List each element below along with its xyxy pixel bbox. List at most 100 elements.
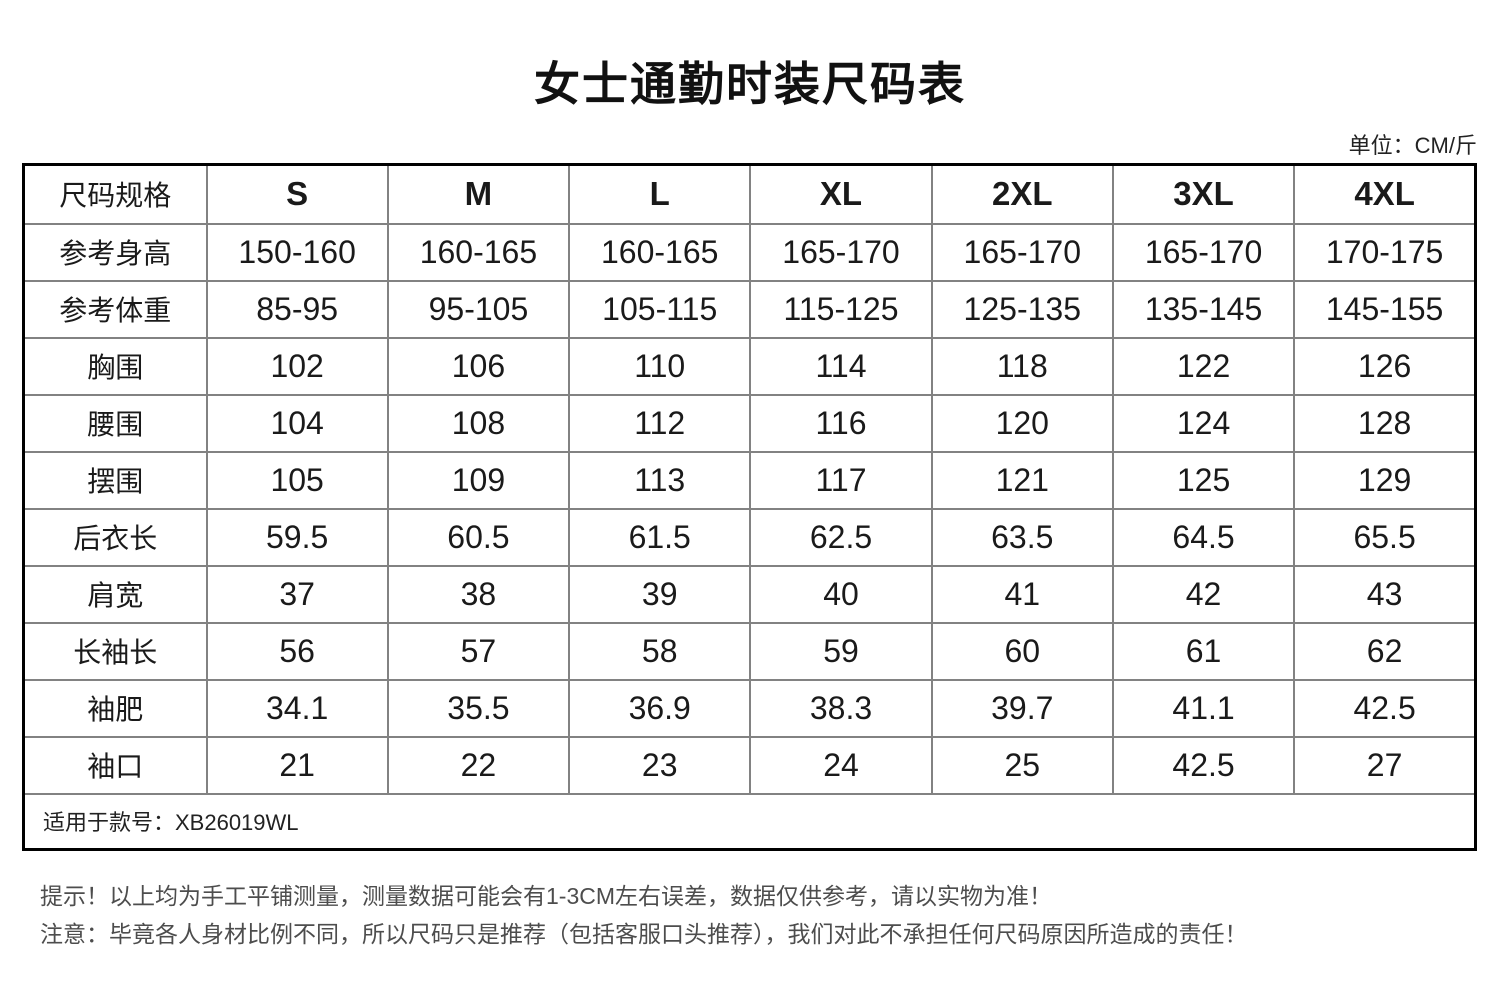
measurement-cell: 34.1 — [205, 678, 389, 738]
measurement-cell: 113 — [568, 450, 752, 510]
measurement-cell: 117 — [749, 450, 933, 510]
unit-note: 单位：CM/斤 — [1348, 133, 1477, 158]
size-column-header: XL — [749, 163, 933, 225]
measurement-cell: 62.5 — [749, 507, 933, 567]
size-column-header: S — [205, 163, 389, 225]
measurement-cell: 160-165 — [386, 222, 571, 282]
size-column-header: M — [386, 163, 571, 225]
table-row: 参考身高 150-160 160-165 160-165 165-170 165-170 1… — [22, 222, 1477, 282]
table-row: 腰围 104 108 112 116 120 124 128 — [22, 393, 1477, 453]
measurement-cell: 124 — [1111, 393, 1296, 453]
measurement-cell: 60 — [930, 621, 1114, 681]
row-label-cell: 袖肥 — [22, 678, 208, 738]
measurement-cell: 39 — [568, 564, 752, 624]
table-row: 肩宽 37 38 39 40 41 42 43 — [22, 564, 1477, 624]
measurement-cell: 36.9 — [568, 678, 752, 738]
measurement-cell: 110 — [568, 336, 752, 396]
row-label-cell: 摆围 — [22, 450, 208, 510]
measurement-cell: 115-125 — [749, 279, 933, 339]
row-label-cell: 胸围 — [22, 336, 208, 396]
size-column-header: 4XL — [1293, 163, 1477, 225]
measurement-cell: 38.3 — [749, 678, 933, 738]
header-row: 尺码规格 S M L XL 2XL 3XL 4XL — [22, 163, 1477, 225]
table-row: 胸围 102 106 110 114 118 122 126 — [22, 336, 1477, 396]
footer-row: 适用于款号：XB26019WL — [22, 792, 1477, 851]
size-table-footer: 适用于款号：XB26019WL — [22, 792, 1477, 851]
measurement-cell: 165-170 — [930, 222, 1114, 282]
applicable-model-note: 适用于款号：XB26019WL — [22, 792, 1477, 851]
measurement-cell: 120 — [930, 393, 1114, 453]
measurement-cell: 41 — [930, 564, 1114, 624]
measurement-cell: 121 — [930, 450, 1114, 510]
row-label-cell: 肩宽 — [22, 564, 208, 624]
measurement-cell: 109 — [386, 450, 571, 510]
measurement-cell: 128 — [1293, 393, 1477, 453]
notes-section: 提示！以上均为手工平铺测量，测量数据可能会有1-3CM左右误差，数据仅供参考，请… — [40, 882, 1470, 958]
measurement-cell: 129 — [1293, 450, 1477, 510]
table-row: 长袖长 56 57 58 59 60 61 62 — [22, 621, 1477, 681]
measurement-cell: 39.7 — [930, 678, 1114, 738]
table-row: 后衣长 59.5 60.5 61.5 62.5 63.5 64.5 65.5 — [22, 507, 1477, 567]
size-column-header: 2XL — [930, 163, 1114, 225]
measurement-cell: 102 — [205, 336, 389, 396]
measurement-cell: 37 — [205, 564, 389, 624]
table-row: 参考体重 85-95 95-105 105-115 115-125 125-135 135-… — [22, 279, 1477, 339]
measurement-cell: 104 — [205, 393, 389, 453]
measurement-cell: 24 — [749, 735, 933, 795]
measurement-cell: 118 — [930, 336, 1114, 396]
measurement-cell: 23 — [568, 735, 752, 795]
measurement-cell: 60.5 — [386, 507, 571, 567]
measurement-cell: 21 — [205, 735, 389, 795]
size-column-header: L — [568, 163, 752, 225]
measurement-cell: 35.5 — [386, 678, 571, 738]
note-caution: 注意：毕竟各人身材比例不同，所以尺码只是推荐（包括客服口头推荐），我们对此不承担… — [40, 921, 1248, 947]
measurement-cell: 105-115 — [568, 279, 752, 339]
measurement-cell: 42 — [1111, 564, 1296, 624]
row-label-cell: 后衣长 — [22, 507, 208, 567]
measurement-cell: 64.5 — [1111, 507, 1296, 567]
table-row: 摆围 105 109 113 117 121 125 129 — [22, 450, 1477, 510]
measurement-cell: 40 — [749, 564, 933, 624]
measurement-cell: 62 — [1293, 621, 1477, 681]
measurement-cell: 114 — [749, 336, 933, 396]
measurement-cell: 59.5 — [205, 507, 389, 567]
measurement-cell: 95-105 — [386, 279, 571, 339]
measurement-cell: 57 — [386, 621, 571, 681]
measurement-cell: 22 — [386, 735, 571, 795]
size-table: 尺码规格 S M L XL 2XL 3XL 4XL 参考身高 150-160 160-165 160… — [22, 163, 1477, 851]
measurement-cell: 43 — [1293, 564, 1477, 624]
row-label-cell: 长袖长 — [22, 621, 208, 681]
measurement-cell: 65.5 — [1293, 507, 1477, 567]
measurement-cell: 150-160 — [205, 222, 389, 282]
row-label-cell: 参考体重 — [22, 279, 208, 339]
size-column-header: 3XL — [1111, 163, 1296, 225]
measurement-cell: 106 — [386, 336, 571, 396]
measurement-cell: 56 — [205, 621, 389, 681]
row-label-cell: 腰围 — [22, 393, 208, 453]
row-label-cell: 袖口 — [22, 735, 208, 795]
measurement-cell: 63.5 — [930, 507, 1114, 567]
measurement-cell: 25 — [930, 735, 1114, 795]
page-title: 女士通勤时装尺码表 — [534, 58, 966, 110]
measurement-cell: 165-170 — [1111, 222, 1296, 282]
header-label-cell: 尺码规格 — [22, 163, 208, 225]
measurement-cell: 160-165 — [568, 222, 752, 282]
measurement-cell: 42.5 — [1111, 735, 1296, 795]
measurement-cell: 85-95 — [205, 279, 389, 339]
measurement-cell: 27 — [1293, 735, 1477, 795]
size-table-body: 参考身高 150-160 160-165 160-165 165-170 165-170 1… — [22, 222, 1477, 795]
measurement-cell: 170-175 — [1293, 222, 1477, 282]
measurement-cell: 58 — [568, 621, 752, 681]
measurement-cell: 165-170 — [749, 222, 933, 282]
measurement-cell: 125 — [1111, 450, 1296, 510]
measurement-cell: 135-145 — [1111, 279, 1296, 339]
measurement-cell: 38 — [386, 564, 571, 624]
size-table-header: 尺码规格 S M L XL 2XL 3XL 4XL — [22, 163, 1477, 225]
row-label-cell: 参考身高 — [22, 222, 208, 282]
table-row: 袖肥 34.1 35.5 36.9 38.3 39.7 41.1 42.5 — [22, 678, 1477, 738]
measurement-cell: 125-135 — [930, 279, 1114, 339]
measurement-cell: 59 — [749, 621, 933, 681]
measurement-cell: 41.1 — [1111, 678, 1296, 738]
measurement-cell: 108 — [386, 393, 571, 453]
